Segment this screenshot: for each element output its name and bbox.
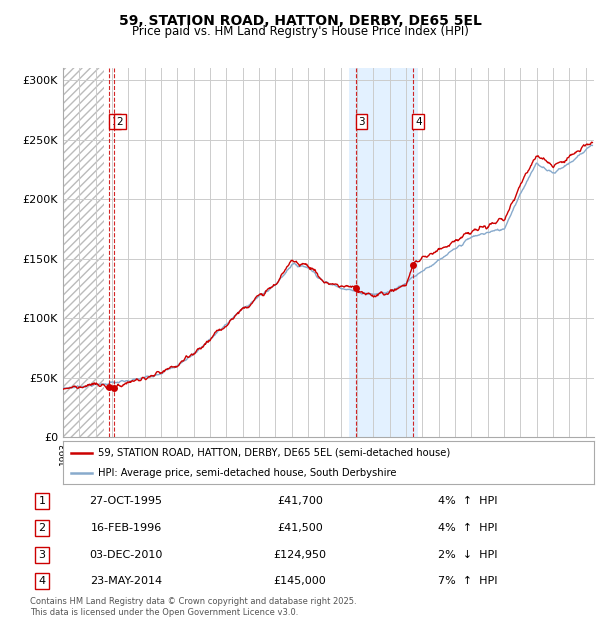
Text: 4: 4 [415, 117, 422, 126]
Text: HPI: Average price, semi-detached house, South Derbyshire: HPI: Average price, semi-detached house,… [98, 468, 396, 478]
Text: 16-FEB-1996: 16-FEB-1996 [91, 523, 161, 533]
Text: £145,000: £145,000 [274, 577, 326, 587]
Text: 4: 4 [38, 577, 46, 587]
Text: 59, STATION ROAD, HATTON, DERBY, DE65 5EL: 59, STATION ROAD, HATTON, DERBY, DE65 5E… [119, 14, 481, 28]
Text: £41,700: £41,700 [277, 497, 323, 507]
Text: 2: 2 [38, 523, 46, 533]
Text: 4%  ↑  HPI: 4% ↑ HPI [438, 523, 497, 533]
Text: Price paid vs. HM Land Registry's House Price Index (HPI): Price paid vs. HM Land Registry's House … [131, 25, 469, 38]
Text: 59, STATION ROAD, HATTON, DERBY, DE65 5EL (semi-detached house): 59, STATION ROAD, HATTON, DERBY, DE65 5E… [98, 448, 450, 458]
Text: 1: 1 [112, 117, 118, 126]
Bar [63, 68, 104, 437]
Text: Contains HM Land Registry data © Crown copyright and database right 2025.
This d: Contains HM Land Registry data © Crown c… [30, 598, 356, 617]
Text: 23-MAY-2014: 23-MAY-2014 [90, 577, 162, 587]
Text: £124,950: £124,950 [274, 550, 326, 560]
Text: £41,500: £41,500 [277, 523, 323, 533]
Text: 27-OCT-1995: 27-OCT-1995 [89, 497, 163, 507]
Bar [349, 68, 418, 437]
Text: 2: 2 [116, 117, 123, 126]
Text: 1: 1 [38, 497, 46, 507]
Text: 7%  ↑  HPI: 7% ↑ HPI [438, 577, 497, 587]
Text: 3: 3 [358, 117, 365, 126]
Text: 3: 3 [38, 550, 46, 560]
Text: 03-DEC-2010: 03-DEC-2010 [89, 550, 163, 560]
Text: 2%  ↓  HPI: 2% ↓ HPI [438, 550, 497, 560]
Text: 4%  ↑  HPI: 4% ↑ HPI [438, 497, 497, 507]
